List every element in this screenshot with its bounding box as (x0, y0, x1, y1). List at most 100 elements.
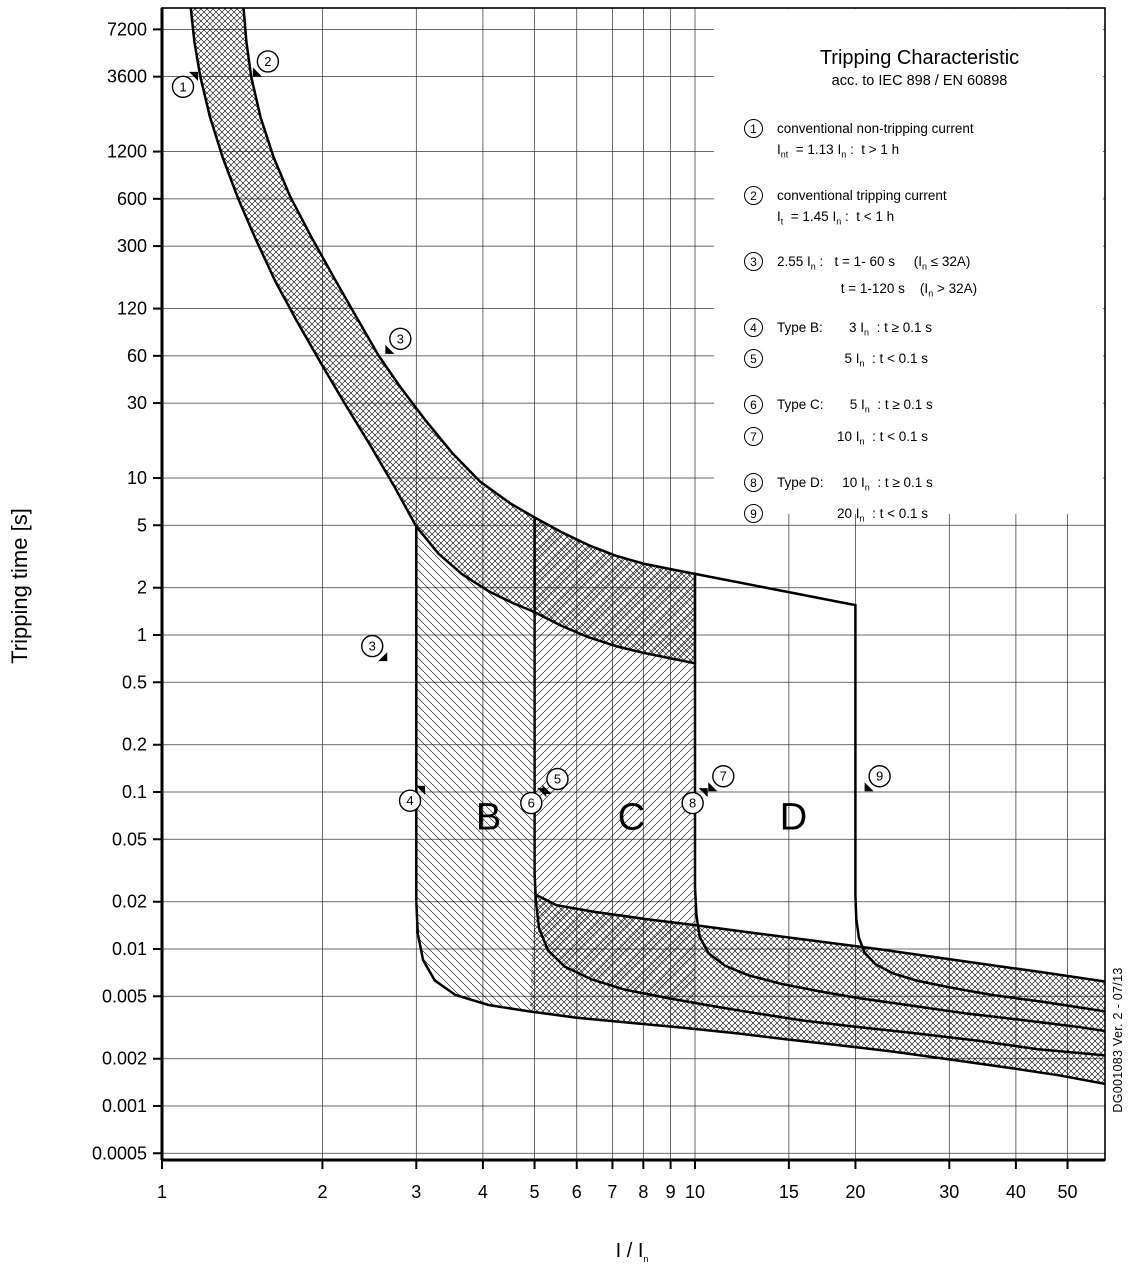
y-tick-label: 0.01 (112, 939, 147, 959)
marker-number: 3 (369, 639, 376, 654)
curve-marker-7: 7 (708, 765, 735, 792)
x-tick-label: 1 (157, 1182, 167, 1202)
y-tick-label: 1200 (107, 142, 147, 162)
marker-circle (546, 767, 569, 791)
legend-item-text: 5 In : t < 0.1 s (777, 351, 928, 370)
y-tick-label: 0.0005 (92, 1143, 147, 1163)
legend-item-text: 10 In : t < 0.1 s (777, 428, 928, 447)
legend-item-3: 3 2.55 In : t = 1- 60 s (In ≤ 32A) t = 1-… (744, 251, 1095, 304)
curve-thermal-lower-1.13In (189, 8, 697, 665)
marker-pointer-triangle (537, 788, 547, 798)
curve-thermal-upper-1.45In (242, 8, 697, 576)
marker-number: 1 (179, 79, 186, 94)
legend-item-text: Type D: 10 In : t ≥ 0.1 s (777, 474, 933, 493)
marker-pointer-triangle (708, 782, 718, 792)
legend-item-1: 1 conventional non-tripping current Int = … (744, 118, 1095, 166)
curve-type-d-10In-boundary (693, 572, 1105, 1033)
chart-curves (189, 8, 1105, 1086)
legend-item-6: 6 Type C: 5 In : t ≥ 0.1 s (744, 394, 1095, 421)
x-tick-label: 8 (638, 1182, 648, 1202)
marker-pointer-triangle (378, 652, 388, 662)
y-tick-label: 0.001 (102, 1096, 147, 1116)
chart-regions (190, 8, 1105, 1084)
marker-pointer-triangle (416, 785, 426, 795)
curve-type-d-20In-boundary (854, 603, 1105, 1013)
legend-item-number-6: 6 (744, 395, 763, 415)
y-tick-label: 600 (117, 189, 147, 209)
legend-item-5: 5 5 In : t < 0.1 s (744, 348, 1095, 375)
marker-pointer-triangle (698, 788, 708, 798)
legend-items: 1 conventional non-tripping current Int = … (744, 118, 1095, 530)
x-tick-label: 4 (478, 1182, 488, 1202)
y-tick-label: 300 (117, 236, 147, 256)
y-tick-label: 1 (137, 625, 147, 645)
marker-number: 5 (554, 772, 561, 787)
y-tick-label: 2 (137, 578, 147, 598)
legend-item-text: 20 In : t < 0.1 s (777, 506, 928, 524)
marker-circle (681, 791, 704, 815)
legend-item-text: conventional non-tripping current Int = 1… (777, 121, 974, 160)
legend-panel: Tripping Characteristic acc. to IEC 898 … (714, 9, 1103, 524)
legend-item-number-4: 4 (744, 317, 763, 337)
y-tick-label: 5 (137, 515, 147, 535)
y-tick-label: 0.002 (102, 1049, 147, 1069)
marker-circle (712, 765, 735, 788)
curve-marker-4: 4 (398, 785, 426, 812)
curve-type-d-upper (693, 572, 857, 607)
marker-circle (171, 75, 195, 99)
legend-title: Tripping Characteristic (819, 47, 1020, 69)
marker-pointer-triangle (864, 782, 874, 792)
legend-subtitle: acc. to IEC 898 / EN 60898 (831, 73, 1008, 89)
marker-number: 8 (689, 796, 696, 811)
legend-item-2: 2 conventional tripping current It = 1.45 … (744, 185, 1095, 233)
curve-marker-9: 9 (864, 765, 891, 792)
curve-type-b-3In-boundary (415, 525, 1105, 1086)
x-tick-label: 50 (1058, 1182, 1078, 1202)
x-tick-label: 30 (939, 1182, 959, 1202)
legend-item-text: Type C: 5 In : t ≥ 0.1 s (777, 397, 933, 415)
y-tick-label: 3600 (107, 67, 147, 87)
y-tick-label: 7200 (107, 19, 147, 39)
marker-number: 9 (876, 769, 883, 784)
legend-item-number-7: 7 (744, 426, 763, 446)
y-tick-label: 0.2 (122, 735, 147, 755)
curve-marker-8: 8 (681, 788, 708, 815)
x-tick-label: 7 (607, 1182, 617, 1202)
curve-marker-3: 3 (385, 327, 412, 354)
zone-label-B: B (476, 796, 501, 838)
marker-circle (520, 791, 543, 815)
y-tick-label: 0.005 (102, 986, 147, 1006)
curve-marker-5: 5 (542, 767, 569, 795)
x-tick-label: 9 (666, 1182, 676, 1202)
x-tick-label: 6 (572, 1182, 582, 1202)
legend-item-9: 9 20 In : t < 0.1 s (744, 503, 1095, 530)
y-tick-label: 0.5 (122, 672, 147, 692)
legend-item-text: Type B: 3 In : t ≥ 0.1 s (777, 319, 932, 338)
curve-marker-1: 1 (171, 71, 199, 99)
legend-item-8: 8 Type D: 10 In : t ≥ 0.1 s (744, 472, 1095, 499)
x-tick-label: 10 (685, 1182, 705, 1202)
y-tick-label: 0.1 (122, 782, 147, 802)
x-tick-label: 20 (845, 1182, 865, 1202)
legend-item-number-3: 3 (744, 252, 763, 272)
y-tick-label: 10 (127, 468, 147, 488)
legend-item-number-1: 1 (744, 119, 763, 138)
marker-number: 7 (720, 769, 727, 784)
curve-type-c-5In-boundary (533, 516, 1105, 1057)
legend-item-7: 7 10 In : t < 0.1 s (744, 426, 1095, 453)
legend-item-number-5: 5 (744, 349, 763, 369)
marker-circle (361, 634, 384, 658)
legend-item-number-2: 2 (744, 185, 763, 205)
zone-label-D: D (780, 796, 807, 838)
marker-circle (398, 789, 422, 812)
y-tick-label: 120 (117, 299, 147, 319)
marker-circle (256, 50, 280, 73)
y-axis-title: Tripping time [s] (7, 508, 32, 664)
marker-pointer-triangle (385, 344, 395, 354)
region-type-b (416, 526, 535, 1014)
y-tick-label: 0.05 (112, 829, 147, 849)
curve-marker-2: 2 (252, 50, 280, 77)
legend-item-4: 4 Type B: 3 In : t ≥ 0.1 s (744, 317, 1095, 344)
document-id-vertical: DG001083 Ver. 2 - 07/13 (1111, 967, 1125, 1113)
